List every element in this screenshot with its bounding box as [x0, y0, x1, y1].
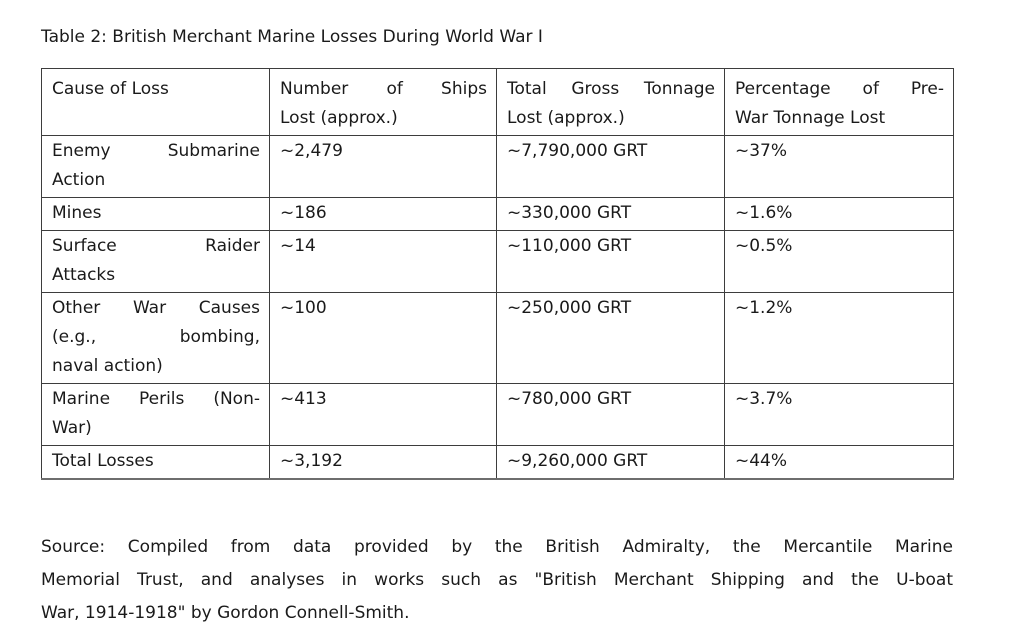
table-cell: ~100	[269, 292, 497, 384]
table-cell: Total Losses	[41, 445, 270, 480]
losses-table: Cause of Loss Number of Ships Lost (appro…	[41, 68, 954, 480]
table-row: Marine Perils (Non- War) ~413 ~780,000 GR…	[41, 383, 954, 446]
table-cell: ~780,000 GRT	[496, 383, 725, 446]
table-cell: ~413	[269, 383, 497, 446]
table-row: Surface Raider Attacks ~14 ~110,000 GRT ~…	[41, 230, 954, 293]
table-cell: ~3.7%	[724, 383, 954, 446]
table-cell: ~0.5%	[724, 230, 954, 293]
table-cell: Mines	[41, 197, 270, 231]
header-cell-tonnage: Total Gross Tonnage Lost (approx.)	[496, 68, 725, 136]
table-cell: Enemy Submarine Action	[41, 135, 270, 198]
table-cell: Other War Causes (e.g., bombing, naval act…	[41, 292, 270, 384]
table-cell: ~2,479	[269, 135, 497, 198]
table-row: Enemy Submarine Action ~2,479 ~7,790,000 …	[41, 135, 954, 198]
table-cell: ~3,192	[269, 445, 497, 480]
table-cell: ~110,000 GRT	[496, 230, 725, 293]
table-cell: ~37%	[724, 135, 954, 198]
table-cell: ~330,000 GRT	[496, 197, 725, 231]
table-cell: ~44%	[724, 445, 954, 480]
table-cell: ~14	[269, 230, 497, 293]
table-cell: Surface Raider Attacks	[41, 230, 270, 293]
header-cell-ships: Number of Ships Lost (approx.)	[269, 68, 497, 136]
table-caption: Table 2: British Merchant Marine Losses …	[41, 27, 543, 47]
table-cell: ~7,790,000 GRT	[496, 135, 725, 198]
table-cell: ~1.6%	[724, 197, 954, 231]
table-cell: Marine Perils (Non- War)	[41, 383, 270, 446]
table-row: Mines ~186 ~330,000 GRT ~1.6%	[41, 197, 954, 231]
header-cell-percentage: Percentage of Pre- War Tonnage Lost	[724, 68, 954, 136]
table-cell: ~250,000 GRT	[496, 292, 725, 384]
header-cell-cause: Cause of Loss	[41, 68, 270, 136]
table-cell: ~186	[269, 197, 497, 231]
source-note: Source: Compiled from data provided by t…	[41, 537, 953, 623]
table-row: Other War Causes (e.g., bombing, naval act…	[41, 292, 954, 384]
table-row-total: Total Losses ~3,192 ~9,260,000 GRT ~44%	[41, 445, 954, 480]
table-cell: ~1.2%	[724, 292, 954, 384]
table-cell: ~9,260,000 GRT	[496, 445, 725, 480]
header-row: Cause of Loss Number of Ships Lost (appro…	[41, 68, 954, 136]
